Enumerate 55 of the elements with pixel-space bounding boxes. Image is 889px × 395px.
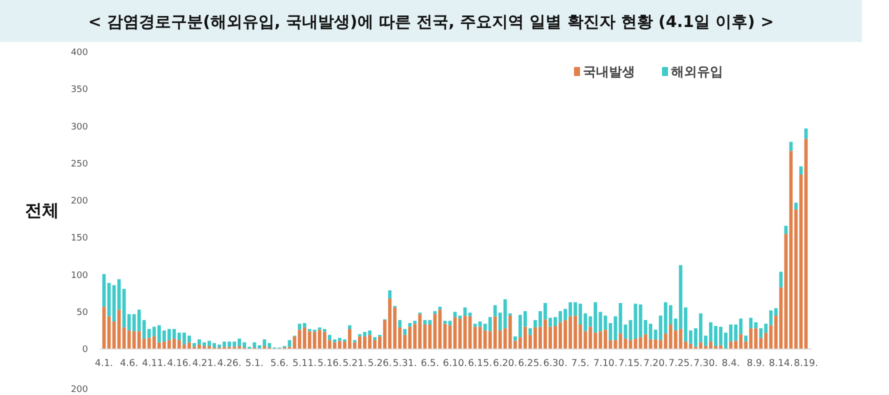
- x-tick-label: 6.20.: [493, 358, 518, 369]
- x-tick-label: 4.16.: [167, 358, 192, 369]
- x-tick-label: 6.10.: [442, 358, 468, 369]
- bar: [433, 311, 437, 314]
- x-tick-label: 7.5.: [571, 358, 590, 369]
- x-tick-label: 4.21.: [192, 358, 216, 369]
- bar: [744, 336, 748, 342]
- x-tick-label: 5.1.: [245, 358, 264, 369]
- x-tick-label: 6.15.: [468, 358, 492, 369]
- x-tick-label: 5.16.: [318, 358, 342, 369]
- bar: [468, 312, 472, 316]
- x-tick-label: 5.21.: [342, 358, 367, 369]
- bar: [388, 290, 392, 299]
- bar: [288, 340, 292, 347]
- bar: [779, 272, 783, 288]
- y-tick-label: 250: [70, 159, 88, 170]
- x-tick-label: 5.11.: [292, 358, 317, 369]
- y-tick-label: 300: [70, 122, 88, 132]
- x-tick-label: 5.6.: [270, 358, 289, 369]
- bar: [784, 226, 788, 234]
- y-tick-label: 350: [70, 85, 88, 96]
- bar: [348, 325, 352, 329]
- x-tick-label: 4.1.: [94, 358, 114, 369]
- legend-label: 국내발생: [583, 65, 635, 80]
- x-tick-label: 5.31.: [392, 358, 417, 369]
- x-tick-label: 6.30.: [543, 358, 568, 369]
- x-tick-label: 7.10.: [593, 358, 618, 369]
- y-tick-label: 0: [82, 345, 88, 355]
- bar: [528, 328, 532, 335]
- x-tick-label: 8.14.: [768, 358, 794, 369]
- bar: [794, 202, 798, 210]
- x-tick-label: 7.25.: [668, 358, 693, 369]
- x-tick-label: 8.4.: [722, 358, 740, 369]
- x-tick-label: 7.15.: [618, 358, 643, 369]
- bar: [403, 328, 407, 335]
- y-tick-label: 200: [70, 196, 88, 206]
- bar: [373, 337, 376, 340]
- x-tick-label: 8.19.: [794, 358, 818, 369]
- x-tick-label: 6.25.: [518, 358, 542, 369]
- x-tick-label: 7.30.: [694, 358, 718, 369]
- y-tick-label: 150: [70, 234, 88, 244]
- x-tick-label: 6.5.: [420, 358, 439, 369]
- chart-title: < 감염경로구분(해외유입, 국내발생)에 따른 전국, 주요지역 일별 확진자 현황 (4.1일 이후) >: [88, 12, 774, 31]
- x-tick-label: 4.6.: [120, 358, 138, 369]
- x-tick-label: 8.9.: [746, 358, 765, 369]
- y-axis-title: 전체: [25, 201, 59, 221]
- x-tick-label: 4.11.: [142, 358, 166, 369]
- y-tick-label: 50: [76, 308, 88, 318]
- x-tick-label: 5.26.: [368, 358, 392, 369]
- y-tick-label: 100: [70, 270, 88, 281]
- legend-label: 해외유입: [671, 65, 723, 80]
- y-tick-label: 400: [70, 48, 88, 58]
- bar: [398, 320, 402, 328]
- x-tick-label: 7.20.: [643, 358, 668, 369]
- x-tick-label: 4.26.: [217, 358, 242, 369]
